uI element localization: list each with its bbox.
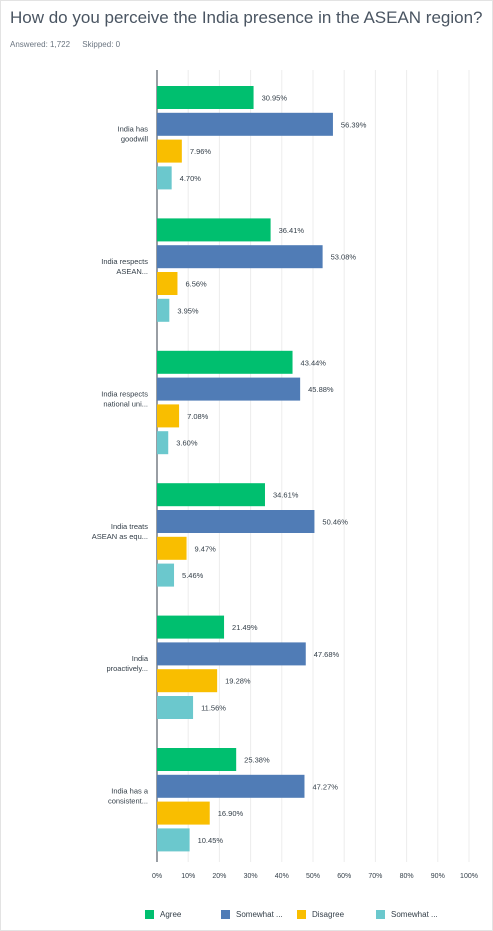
x-tick-label: 40% xyxy=(275,873,289,880)
bar xyxy=(157,615,225,639)
data-label: 6.56% xyxy=(185,280,207,289)
bar xyxy=(157,377,301,401)
category-label: India respects xyxy=(101,257,148,266)
data-label: 36.41% xyxy=(279,226,305,235)
category-label: India respects xyxy=(101,389,148,398)
data-label: 43.44% xyxy=(301,358,327,367)
x-tick-label: 70% xyxy=(368,873,382,880)
category-label: goodwill xyxy=(121,135,148,144)
bar xyxy=(157,431,169,455)
x-tick-label: 100% xyxy=(460,873,478,880)
category-label: ASEAN as equ... xyxy=(92,532,148,541)
bar xyxy=(157,245,323,269)
chart-legend: Agree Somewhat ... Disagree Somewhat ... xyxy=(0,910,493,924)
bar xyxy=(157,774,305,798)
bar xyxy=(157,166,172,190)
legend-label: Somewhat ... xyxy=(391,910,438,919)
category-label: ASEAN... xyxy=(116,267,148,276)
category-label: consistent... xyxy=(108,797,148,806)
legend-swatch xyxy=(221,910,230,919)
data-label: 50.46% xyxy=(322,518,348,527)
bar xyxy=(157,536,187,560)
legend-label: Agree xyxy=(160,910,182,919)
bar xyxy=(157,828,190,852)
data-label: 34.61% xyxy=(273,491,299,500)
bar xyxy=(157,563,175,587)
data-label: 7.96% xyxy=(190,147,212,156)
bar xyxy=(157,139,182,163)
legend-label: Somewhat ... xyxy=(236,910,283,919)
data-label: 47.68% xyxy=(314,650,340,659)
bar xyxy=(157,801,210,825)
bar xyxy=(157,483,265,507)
data-label: 9.47% xyxy=(195,544,217,553)
data-label: 19.28% xyxy=(225,677,251,686)
data-label: 3.60% xyxy=(176,439,198,448)
category-label: proactively... xyxy=(106,664,148,673)
data-label: 10.45% xyxy=(198,836,224,845)
data-label: 21.49% xyxy=(232,623,258,632)
bar xyxy=(157,748,237,771)
legend-swatch xyxy=(145,910,154,919)
x-tick-label: 0% xyxy=(152,873,162,880)
legend-label: Disagree xyxy=(312,910,345,919)
data-label: 45.88% xyxy=(308,385,334,394)
x-tick-label: 10% xyxy=(181,873,195,880)
bar xyxy=(157,404,180,428)
bar xyxy=(157,86,254,109)
data-label: 30.95% xyxy=(262,94,288,103)
x-tick-label: 50% xyxy=(306,873,320,880)
category-label: India has xyxy=(118,125,149,134)
legend-swatch xyxy=(376,910,385,919)
x-tick-label: 80% xyxy=(400,873,414,880)
bar xyxy=(157,510,315,533)
skipped-count: Skipped: 0 xyxy=(82,40,121,49)
legend-item: Somewhat ... xyxy=(221,910,283,919)
legend-item: Agree xyxy=(145,910,181,919)
bar xyxy=(157,350,293,374)
data-label: 5.46% xyxy=(182,571,204,580)
bar xyxy=(157,298,170,322)
x-tick-label: 30% xyxy=(244,873,258,880)
response-stats: Answered: 1,722 Skipped: 0 xyxy=(10,40,130,49)
data-label: 53.08% xyxy=(331,253,357,262)
data-label: 25.38% xyxy=(244,756,270,765)
legend-swatch xyxy=(297,910,306,919)
question-title: How do you perceive the India presence i… xyxy=(10,8,483,27)
answered-count: Answered: 1,722 xyxy=(10,40,71,49)
category-label: India treats xyxy=(111,522,148,531)
bar xyxy=(157,696,194,719)
data-label: 16.90% xyxy=(218,809,244,818)
bar xyxy=(157,669,218,693)
data-label: 3.95% xyxy=(177,306,199,315)
x-tick-label: 90% xyxy=(431,873,445,880)
legend-item: Disagree xyxy=(297,910,344,919)
x-tick-label: 60% xyxy=(337,873,351,880)
x-tick-label: 20% xyxy=(212,873,226,880)
data-label: 4.70% xyxy=(180,174,202,183)
bar xyxy=(157,642,306,666)
bar xyxy=(157,272,178,295)
data-label: 11.56% xyxy=(201,704,226,713)
bar xyxy=(157,112,333,136)
data-label: 56.39% xyxy=(341,120,367,129)
legend-item: Somewhat ... xyxy=(376,910,438,919)
data-label: 47.27% xyxy=(312,782,338,791)
bar xyxy=(157,218,271,242)
data-label: 7.08% xyxy=(187,412,209,421)
category-label: national uni... xyxy=(103,399,148,408)
category-label: India has a xyxy=(111,787,149,796)
category-label: India xyxy=(132,654,149,663)
